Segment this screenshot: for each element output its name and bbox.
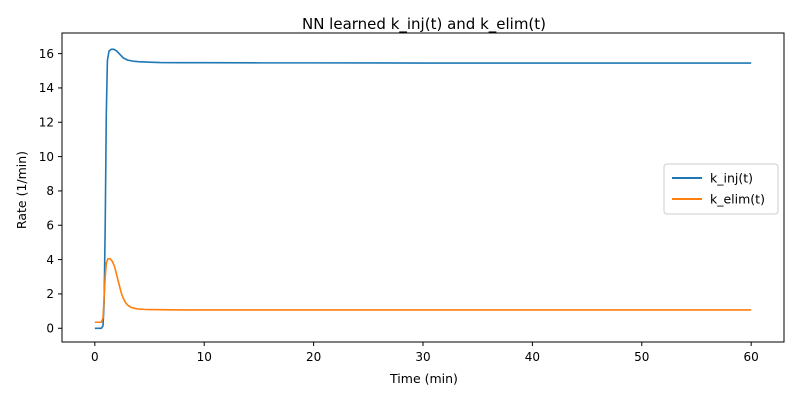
x-tick-label: 30 bbox=[415, 350, 430, 364]
y-tick-label: 2 bbox=[46, 287, 54, 301]
legend-label-k-elim: k_elim(t) bbox=[710, 192, 765, 207]
series-line-1 bbox=[94, 257, 752, 324]
y-axis-ticks: 0 2 4 6 8 10 12 14 16 bbox=[39, 47, 62, 336]
x-axis-label: Time (min) bbox=[389, 371, 458, 386]
legend: k_inj(t) k_elim(t) bbox=[663, 163, 779, 215]
x-tick-label: 20 bbox=[306, 350, 321, 364]
y-tick-label: 10 bbox=[39, 150, 54, 164]
chart-title: NN learned k_inj(t) and k_elim(t) bbox=[302, 15, 546, 34]
y-tick-label: 0 bbox=[46, 322, 54, 336]
y-axis-label: Rate (1/min) bbox=[14, 151, 29, 229]
series-line-0 bbox=[94, 48, 752, 330]
y-tick-label: 14 bbox=[39, 81, 54, 95]
y-tick-label: 12 bbox=[39, 116, 54, 130]
plot-lines bbox=[94, 48, 752, 330]
x-axis-ticks: 0 10 20 30 40 50 60 bbox=[91, 342, 759, 364]
y-tick-label: 6 bbox=[46, 219, 54, 233]
x-tick-label: 60 bbox=[744, 350, 759, 364]
y-tick-label: 16 bbox=[39, 47, 54, 61]
legend-label-k-inj: k_inj(t) bbox=[710, 171, 753, 186]
x-tick-label: 10 bbox=[197, 350, 212, 364]
legend-box bbox=[663, 163, 779, 215]
y-tick-label: 4 bbox=[46, 253, 54, 267]
x-tick-label: 0 bbox=[91, 350, 99, 364]
x-tick-label: 40 bbox=[525, 350, 540, 364]
x-tick-label: 50 bbox=[634, 350, 649, 364]
y-tick-label: 8 bbox=[46, 184, 54, 198]
